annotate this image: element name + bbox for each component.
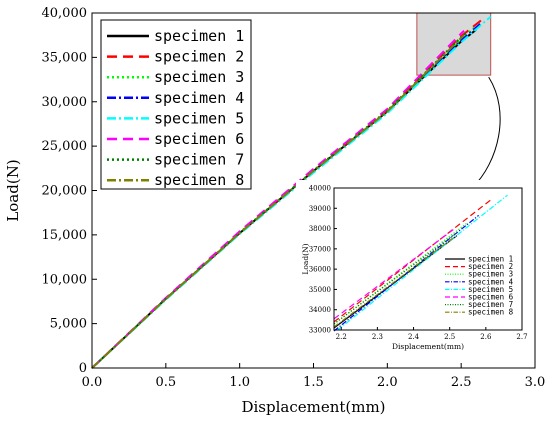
main-y-tick-label: 5,000: [50, 317, 87, 332]
inset-y-tick-label: 33000: [309, 327, 331, 335]
main-y-axis-title: Load(N): [4, 159, 22, 221]
inset-series-line-4: [333, 214, 479, 332]
main-legend-label-4: specimen 4: [154, 89, 244, 107]
inset-y-tick-label: 40000: [309, 185, 331, 193]
inset-y-tick-label: 34000: [309, 306, 331, 314]
main-legend-label-8: specimen 8: [154, 171, 244, 189]
inset-series-line-6: [333, 229, 454, 320]
main-y-tick-label: 0: [79, 361, 87, 376]
inset-legend-label-8: specimen 8: [468, 308, 514, 317]
main-legend: specimen 1 specimen 2 specimen 3 specimen 4…: [100, 19, 252, 190]
inset-y-tick-label: 36000: [309, 266, 331, 274]
main-x-tick-label: 0.5: [155, 375, 176, 390]
inset-legend-label-2: specimen 2: [468, 262, 513, 271]
main-legend-label-5: specimen 5: [154, 109, 244, 127]
inset-series-line-5: [337, 194, 508, 331]
main-legend-label-2: specimen 2: [154, 48, 244, 66]
main-y-tick-label: 25,000: [42, 139, 88, 154]
inset-legend-label-3: specimen 3: [468, 270, 513, 279]
main-series-line-5: [91, 15, 492, 369]
inset-legend-label-1: specimen 1: [468, 255, 513, 264]
inset-legend-label-4: specimen 4: [468, 277, 514, 286]
main-x-tick-label: 0.0: [82, 375, 103, 390]
main-x-tick-label: 1.5: [303, 375, 324, 390]
main-legend-label-7: specimen 7: [154, 151, 244, 169]
main-x-ticks: 0.0 0.5 1.0 1.5 2.0 2.5 3.0: [82, 363, 546, 390]
inset-x-tick-label: 2.7: [516, 333, 527, 341]
main-legend-label-3: specimen 3: [154, 68, 244, 86]
inset-y-ticks: 33000 34000 35000 36000 37000 38000 39000 40000: [309, 185, 337, 335]
main-x-tick-label: 3.0: [525, 375, 546, 390]
inset-x-axis-title: Displacement(mm): [392, 342, 464, 351]
main-y-tick-label: 20,000: [42, 184, 88, 199]
inset-x-tick-label: 2.3: [372, 333, 383, 341]
main-x-axis-title: Displacement(mm): [241, 398, 385, 416]
main-y-tick-label: 30,000: [42, 95, 88, 110]
main-legend-label-6: specimen 6: [154, 130, 244, 148]
inset-zoom-chart: 2.2 2.3 2.4 2.5 2.6 2.7 330003400035000360003…: [296, 180, 528, 358]
main-y-tick-label: 40,000: [42, 6, 88, 21]
main-y-tick-label: 10,000: [42, 272, 88, 287]
inset-legend-label-5: specimen 5: [468, 285, 513, 294]
inset-y-tick-label: 35000: [309, 286, 331, 294]
main-y-ticks: 0 5,000 10,000 15,000 20,000 25,000 30,000 35,0…: [42, 6, 97, 376]
main-x-tick-label: 2.0: [377, 375, 398, 390]
inset-x-tick-label: 2.4: [408, 333, 420, 341]
inset-y-axis-title: Load(N): [301, 243, 310, 274]
main-y-tick-label: 15,000: [42, 228, 88, 243]
inset-y-tick-label: 38000: [309, 225, 331, 233]
main-legend-label-1: specimen 1: [154, 27, 244, 45]
inset-y-tick-label: 37000: [309, 245, 331, 253]
inset-x-ticks: 2.2 2.3 2.4 2.5 2.6 2.7: [336, 327, 528, 341]
main-x-tick-label: 1.0: [229, 375, 250, 390]
main-series-line-8: [91, 34, 465, 369]
zoom-callout-arrow: [470, 76, 501, 190]
main-series-group: [91, 15, 492, 369]
main-x-tick-label: 2.5: [451, 375, 472, 390]
inset-plot-frame: [333, 187, 523, 331]
inset-legend-label-7: specimen 7: [468, 300, 513, 309]
inset-legend-label-6: specimen 6: [468, 293, 514, 302]
main-y-tick-label: 35,000: [42, 50, 88, 65]
inset-series-group: [333, 194, 508, 332]
inset-y-tick-label: 39000: [309, 205, 331, 213]
inset-x-tick-label: 2.5: [444, 333, 455, 341]
inset-x-tick-label: 2.2: [336, 333, 347, 341]
inset-x-tick-label: 2.6: [480, 333, 492, 341]
inset-series-line-8: [333, 237, 454, 328]
main-legend-box: [100, 19, 252, 190]
